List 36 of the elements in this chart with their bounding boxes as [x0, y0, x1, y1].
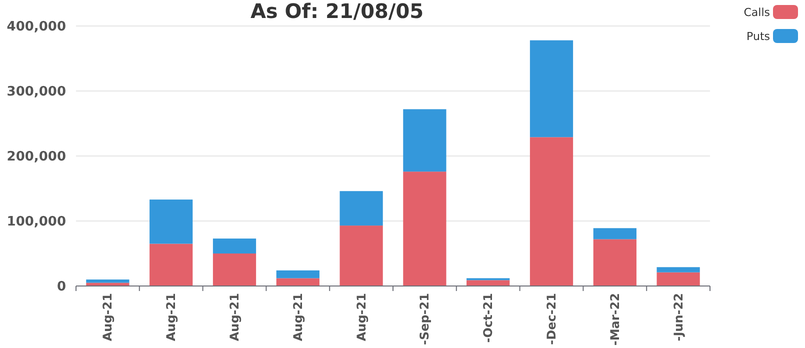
- x-tick-label: Aug-21: [100, 293, 115, 342]
- chart-title: As Of: 21/08/05: [250, 0, 424, 23]
- bar: [340, 191, 383, 226]
- bar: [150, 200, 193, 244]
- bar: [86, 280, 130, 283]
- bar: [656, 267, 700, 272]
- bar: [212, 254, 256, 286]
- bar: [150, 244, 193, 286]
- bar: [340, 226, 383, 286]
- bar: [212, 238, 256, 254]
- y-tick-label: 300,000: [6, 84, 66, 100]
- bar: [530, 137, 574, 286]
- x-tick-label: -Mar-22: [608, 293, 622, 346]
- y-tick-label: 0: [56, 280, 66, 295]
- x-tick-label: Aug-21: [164, 293, 178, 342]
- bar: [530, 40, 574, 138]
- bar: [466, 280, 510, 286]
- y-tick-label: 400,000: [6, 20, 66, 35]
- x-tick-label: Aug-21: [228, 293, 242, 342]
- bar: [656, 272, 700, 286]
- bar: [403, 109, 446, 172]
- bar: [276, 278, 320, 286]
- x-tick-label: Aug-21: [290, 293, 305, 342]
- legend-label: Puts: [746, 30, 770, 43]
- x-tick-label: -Oct-21: [481, 293, 496, 343]
- bar: [403, 172, 446, 286]
- y-tick-label: 100,000: [6, 214, 66, 230]
- bar: [593, 239, 636, 286]
- x-tick-label: -Sep-21: [418, 293, 432, 346]
- bar: [593, 228, 636, 240]
- bar: [276, 270, 320, 278]
- y-tick-label: 200,000: [6, 150, 66, 165]
- legend-label: Calls: [744, 6, 770, 19]
- x-tick-label: -Dec-21: [544, 293, 558, 345]
- x-tick-label: -Jun-22: [671, 293, 686, 342]
- x-tick-label: Aug-21: [354, 293, 368, 342]
